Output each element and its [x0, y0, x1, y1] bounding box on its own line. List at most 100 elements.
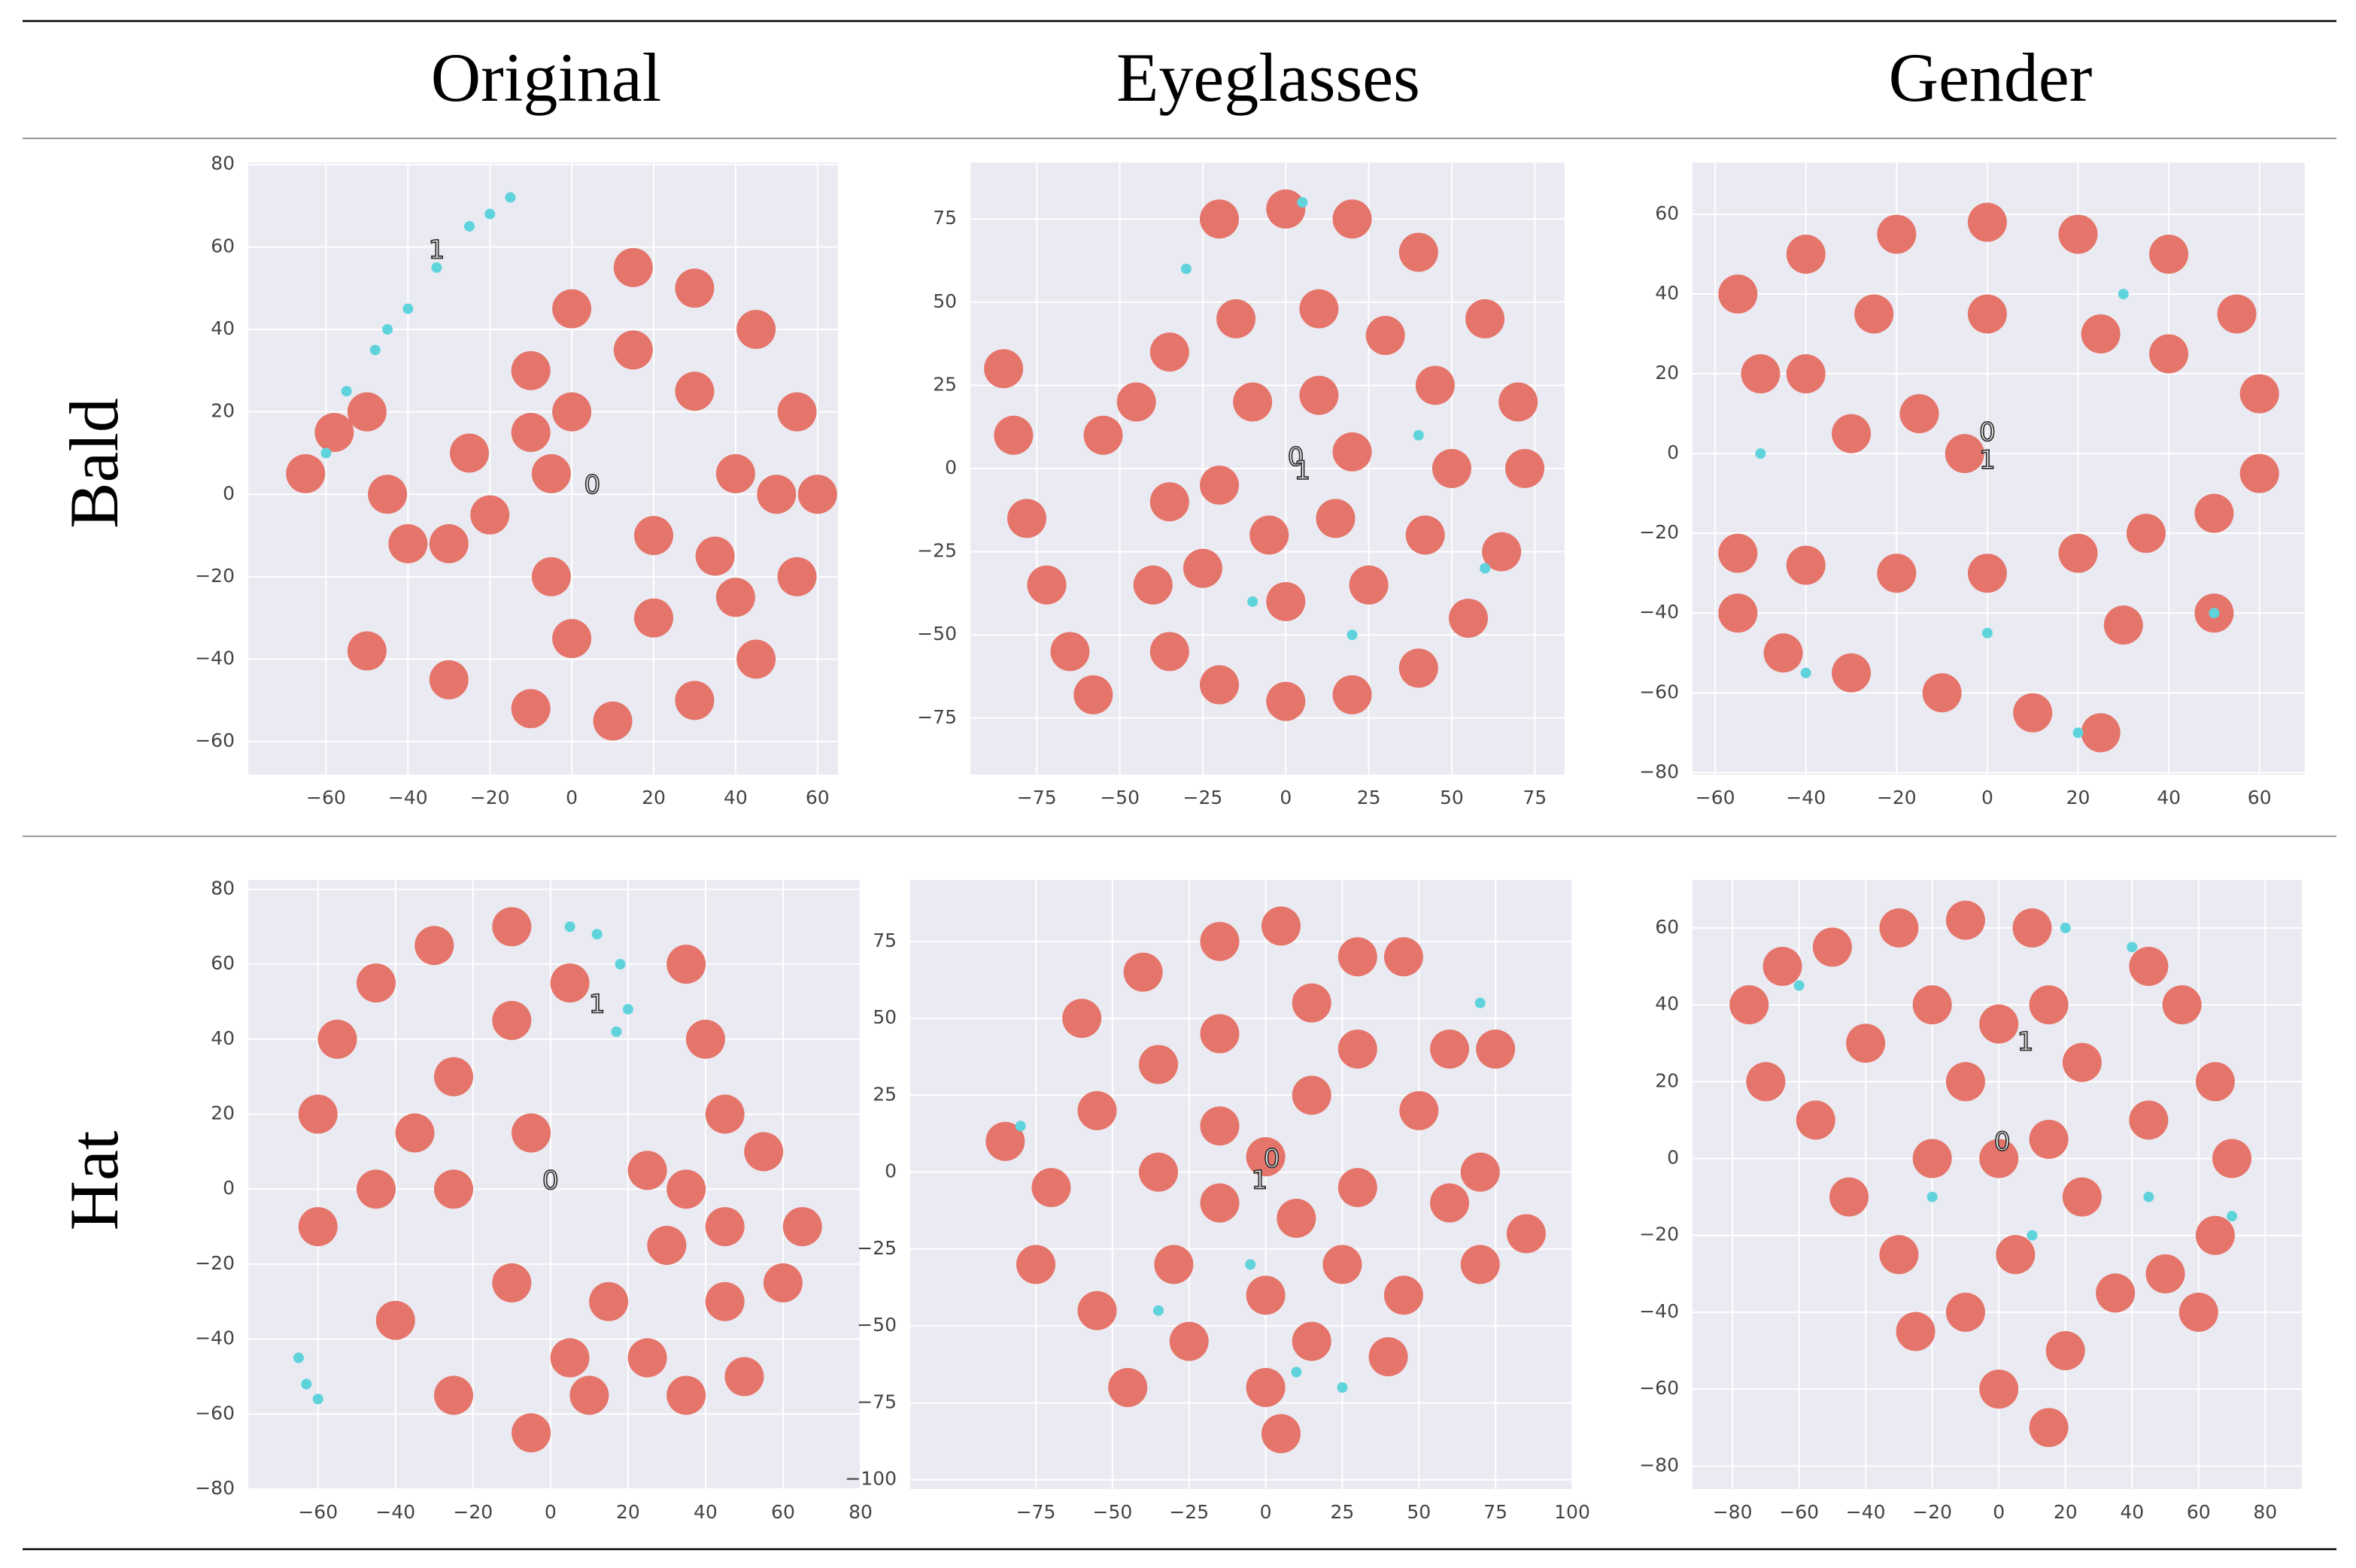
- x-tick-label: 20: [2066, 787, 2090, 808]
- point-cloud: [1139, 1045, 1178, 1084]
- y-tick-label: −40: [1639, 601, 1679, 623]
- y-tick-label: −40: [195, 1327, 235, 1349]
- point-cloud: [1027, 565, 1067, 605]
- plot: [970, 162, 1565, 775]
- point-cloud: [1337, 1030, 1377, 1069]
- y-tick-label: −40: [195, 648, 235, 669]
- x-tick-label: 40: [724, 787, 748, 808]
- point-cloud: [512, 1413, 551, 1453]
- point-cloud: [1896, 1312, 1936, 1351]
- x-tick-label: 60: [2187, 1501, 2211, 1523]
- annotation: 1: [589, 989, 606, 1019]
- y-tick-label: −75: [917, 706, 957, 728]
- point: [611, 1026, 622, 1037]
- point-cloud: [2178, 1292, 2218, 1332]
- point-cloud: [1216, 299, 1256, 338]
- point-cloud: [736, 639, 776, 679]
- point-cloud: [286, 453, 326, 493]
- point: [2143, 1191, 2154, 1203]
- point-cloud: [1432, 449, 1471, 488]
- point-cloud: [1879, 1235, 1919, 1275]
- point-cloud: [1383, 1275, 1423, 1315]
- point-cloud: [2239, 453, 2279, 493]
- point-cloud: [1200, 665, 1240, 705]
- point-cloud: [1083, 415, 1123, 455]
- point: [1245, 1259, 1256, 1270]
- point-cloud: [1398, 232, 1438, 272]
- y-tick-label: 50: [873, 1006, 897, 1028]
- point: [2209, 608, 2220, 619]
- point-cloud: [1349, 565, 1389, 605]
- y-tick-label: 40: [211, 1027, 235, 1049]
- point-cloud: [1077, 1290, 1117, 1330]
- y-tick-label: 0: [885, 1160, 897, 1182]
- point-cloud: [2149, 234, 2189, 274]
- point-cloud: [1912, 1139, 1952, 1178]
- point-cloud: [1123, 952, 1163, 992]
- point-cloud: [1108, 1368, 1148, 1407]
- point-cloud: [1200, 1183, 1240, 1223]
- y-tick-label: −40: [1639, 1300, 1679, 1322]
- annotation: 1: [1252, 1165, 1268, 1195]
- point: [615, 959, 626, 970]
- point-cloud: [1016, 1245, 1056, 1284]
- plot: [1693, 162, 2305, 775]
- x-tick-label: 40: [2157, 787, 2181, 808]
- row-header: Hat: [56, 1130, 132, 1230]
- point-cloud: [1116, 382, 1156, 422]
- plot: [248, 880, 861, 1489]
- point-cloud: [1139, 1152, 1178, 1192]
- point-cloud: [1200, 921, 1240, 961]
- point-cloud: [1246, 1368, 1286, 1407]
- point-cloud: [1741, 354, 1781, 394]
- point-cloud: [512, 1113, 551, 1153]
- y-tick-label: 0: [945, 456, 957, 478]
- point-cloud: [1449, 599, 1489, 638]
- point-cloud: [1829, 1177, 1869, 1217]
- point-cloud: [552, 392, 592, 432]
- y-tick-label: −80: [195, 1477, 235, 1499]
- y-tick-label: 75: [873, 930, 897, 951]
- point-cloud: [1299, 289, 1339, 329]
- point: [301, 1378, 312, 1390]
- point-cloud: [1149, 482, 1189, 522]
- point: [1347, 629, 1358, 641]
- x-tick-label: 60: [771, 1501, 795, 1523]
- point-cloud: [777, 557, 817, 596]
- point-cloud: [593, 701, 633, 741]
- point-cloud: [1200, 1106, 1240, 1146]
- point-cloud: [777, 392, 817, 432]
- point-cloud: [1261, 906, 1301, 946]
- point-cloud: [2081, 314, 2121, 354]
- y-tick-label: −50: [857, 1314, 897, 1336]
- point-cloud: [1337, 937, 1377, 977]
- x-tick-label: −20: [1877, 787, 1917, 808]
- y-tick-label: −25: [857, 1237, 897, 1259]
- point-cloud: [782, 1207, 822, 1247]
- point-cloud: [368, 475, 408, 514]
- point-cloud: [2195, 1062, 2235, 1102]
- y-tick-label: −20: [1639, 1224, 1679, 1245]
- point-cloud: [666, 945, 706, 984]
- point-cloud: [1383, 937, 1423, 977]
- point: [1015, 1121, 1026, 1132]
- point-cloud: [1398, 648, 1438, 688]
- point-cloud: [1763, 633, 1803, 673]
- point-cloud: [1729, 985, 1769, 1025]
- point-cloud: [1316, 499, 1356, 538]
- point-cloud: [1832, 653, 1872, 693]
- y-tick-label: 75: [933, 207, 957, 229]
- point-cloud: [1050, 632, 1090, 672]
- point-cloud: [797, 475, 837, 514]
- point-cloud: [1718, 274, 1758, 314]
- point-cloud: [994, 415, 1034, 455]
- point: [1291, 1366, 1302, 1378]
- y-tick-label: −80: [1639, 1454, 1679, 1475]
- y-tick-label: −60: [1639, 1377, 1679, 1399]
- y-tick-label: 40: [1655, 282, 1679, 304]
- point-cloud: [1007, 499, 1047, 538]
- point: [622, 1003, 633, 1014]
- point-cloud: [675, 268, 715, 308]
- x-tick-label: 50: [1407, 1501, 1431, 1523]
- point-cloud: [2062, 1042, 2102, 1082]
